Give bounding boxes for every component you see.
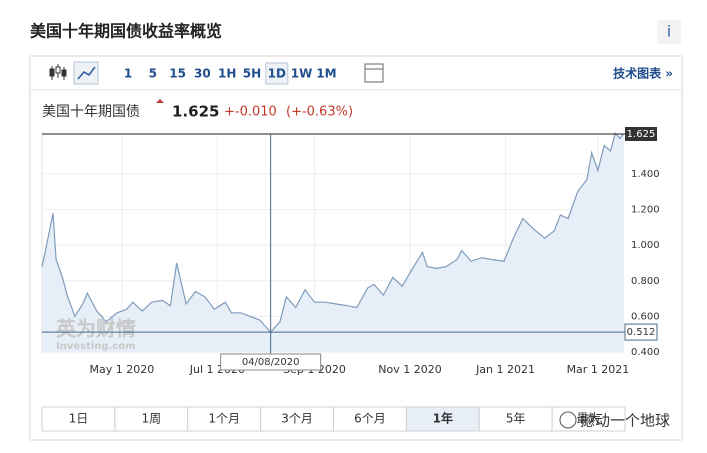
area-icon [77,66,96,80]
last-value-tag [625,127,657,141]
range-button[interactable] [260,406,334,432]
y-tick-label: 1.000 [631,240,660,251]
range-label[interactable]: 1年 [433,411,453,426]
crosshair-x-tag [220,353,322,371]
watermark-sub: Investing.com [56,341,136,352]
interval-button[interactable]: 30 [194,67,211,81]
info-button[interactable] [657,20,681,44]
range-button[interactable] [478,406,553,432]
area-line [41,131,624,333]
x-tick-label: Mar 1 2021 [567,363,630,376]
y-tick-label: 0.800 [631,276,660,287]
range-label[interactable]: 1日 [69,412,89,426]
crosshair-y-label: 0.512 [627,327,656,338]
x-tick-label: May 1 2020 [90,363,155,376]
x-tick-label: Nov 1 2020 [378,363,441,376]
interval-button[interactable]: 1M [316,67,336,81]
range-button[interactable] [405,406,480,432]
interval-button[interactable]: 5 [149,67,157,81]
y-tick-label: 0.600 [631,311,660,322]
range-button[interactable] [41,406,116,432]
crosshair-y-tag [624,323,658,341]
last-value-label: 1.625 [627,129,656,140]
interval-button[interactable]: 1W [291,67,313,81]
info-icon: i [667,23,671,41]
quote-change-pct: (+-0.63%) [286,105,353,120]
range-label[interactable]: 最大 [577,412,601,426]
overlay-icon [559,411,577,429]
y-tick-label: 1.200 [631,205,660,216]
calendar-icon[interactable] [364,63,384,83]
widget-frame [29,55,683,441]
candle-icon[interactable] [49,64,67,80]
interval-button[interactable]: 15 [169,67,186,81]
range-button[interactable] [114,406,189,432]
tech-chart-link[interactable]: 技术图表 » [613,66,673,81]
crosshair-x-label: 04/08/2020 [242,357,300,368]
quote-flag [156,99,164,103]
area-fill [42,133,623,352]
quote-change: +-0.010 [224,105,277,120]
range-label[interactable]: 1周 [141,412,161,426]
page-title: 美国十年期国债收益率概览 [30,22,222,41]
overlay-text: 撼动一个地球 [580,412,670,430]
interval-selected [265,62,289,85]
interval-button[interactable]: 1 [124,67,132,81]
quote-name: 美国十年期国债 [42,104,140,120]
range-label[interactable]: 6个月 [354,412,386,426]
y-tick-label: 0.400 [631,347,660,358]
interval-button[interactable]: 1D [268,67,286,81]
range-label[interactable]: 1个月 [208,412,240,426]
interval-button[interactable]: 1H [218,67,236,81]
x-tick-label: Jan 1 2021 [475,363,535,376]
y-tick-label: 1.400 [631,169,660,180]
quote-price: 1.625 [172,103,219,121]
range-label[interactable]: 5年 [506,412,526,426]
watermark: 英为财情 [56,317,136,341]
range-label[interactable]: 3个月 [281,412,313,426]
interval-button[interactable]: 5H [243,67,261,81]
